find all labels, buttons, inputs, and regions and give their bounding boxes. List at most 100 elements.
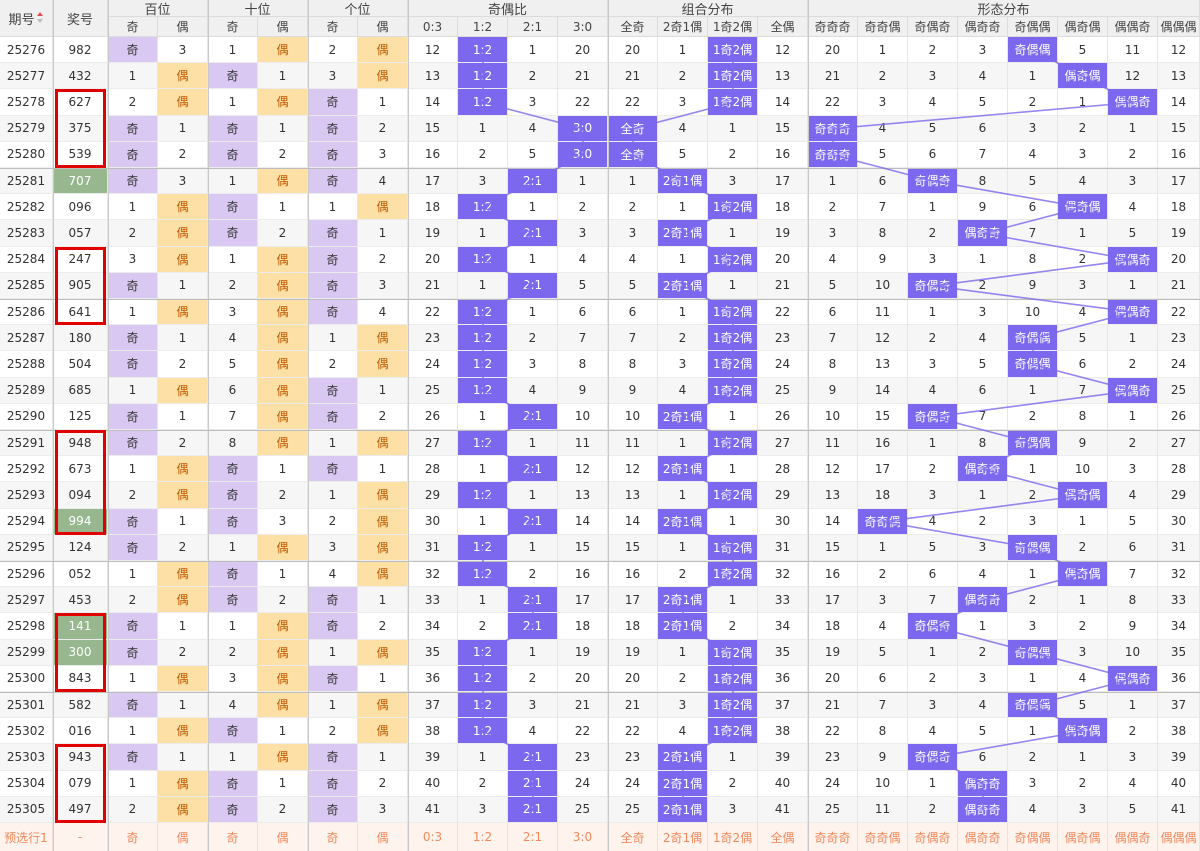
trend-cell: 奇 xyxy=(308,770,358,797)
prediction-option[interactable]: 偶偶偶 xyxy=(1158,823,1200,851)
trend-cell: 1 xyxy=(458,115,508,142)
prediction-option[interactable]: 全偶 xyxy=(758,823,808,851)
trend-cell: 4 xyxy=(908,89,958,116)
trend-cell: 1 xyxy=(1008,561,1058,588)
prediction-option[interactable]: 奇奇偶 xyxy=(858,823,908,851)
trend-cell: 40 xyxy=(1158,770,1200,797)
prediction-option[interactable]: 0:3 xyxy=(408,823,458,851)
trend-cell: 3 xyxy=(158,37,208,64)
trend-cell: 1 xyxy=(1108,115,1158,142)
trend-cell: 1 xyxy=(858,534,908,561)
trend-cell: 1 xyxy=(508,246,558,273)
prediction-option[interactable]: 偶奇偶 xyxy=(1058,823,1108,851)
prediction-option[interactable]: 偶 xyxy=(258,823,308,851)
trend-cell: 偶 xyxy=(358,482,408,509)
trend-cell: 4 xyxy=(658,718,708,745)
issue-cell: 25279 xyxy=(0,115,53,142)
prediction-option[interactable]: 偶奇奇 xyxy=(958,823,1008,851)
sub-header: 偶奇奇 xyxy=(958,17,1008,37)
trend-cell: 14 xyxy=(758,89,808,116)
trend-cell: 1 xyxy=(658,194,708,221)
trend-cell: 偶 xyxy=(158,587,208,614)
prediction-option[interactable]: 2奇1偶 xyxy=(658,823,708,851)
prediction-option[interactable]: 3:0 xyxy=(558,823,608,851)
trend-cell: 1 xyxy=(508,534,558,561)
trend-cell: 2 xyxy=(958,272,1008,299)
prediction-option[interactable]: 奇奇奇 xyxy=(808,823,858,851)
trend-cell: 3 xyxy=(1108,744,1158,771)
trend-cell: 5 xyxy=(1108,508,1158,535)
trend-cell: 1:2 xyxy=(458,718,508,745)
prediction-option[interactable]: 偶 xyxy=(358,823,408,851)
sub-header: 奇奇奇 xyxy=(808,17,858,37)
issue-cell: 25284 xyxy=(0,246,53,273)
trend-cell: 2 xyxy=(1108,141,1158,168)
prize-number-cell: 641 xyxy=(53,299,108,326)
prediction-option[interactable]: 偶 xyxy=(158,823,208,851)
trend-cell: 39 xyxy=(1158,744,1200,771)
issue-header[interactable]: 期号 xyxy=(0,0,53,37)
issue-cell: 25276 xyxy=(0,37,53,64)
row-group-line xyxy=(0,692,1200,693)
prediction-option[interactable]: 2:1 xyxy=(508,823,558,851)
prediction-option[interactable]: 奇偶偶 xyxy=(1008,823,1058,851)
trend-cell: 13 xyxy=(858,351,908,378)
trend-cell: 1 xyxy=(158,692,208,719)
trend-cell: 2:1 xyxy=(508,613,558,640)
prediction-option[interactable]: 1奇2偶 xyxy=(708,823,758,851)
trend-cell: 25 xyxy=(808,796,858,823)
trend-cell: 偶奇奇 xyxy=(958,220,1008,247)
trend-cell: 24 xyxy=(758,351,808,378)
trend-cell: 2 xyxy=(958,639,1008,666)
prediction-option[interactable]: 全奇 xyxy=(608,823,658,851)
prediction-option[interactable]: 奇 xyxy=(208,823,258,851)
issue-cell: 25295 xyxy=(0,534,53,561)
trend-cell: 10 xyxy=(808,403,858,430)
trend-cell: 18 xyxy=(858,482,908,509)
prediction-option[interactable]: 1:2 xyxy=(458,823,508,851)
trend-cell: 14 xyxy=(558,508,608,535)
trend-cell: 偶 xyxy=(158,194,208,221)
trend-cell: 偶偶奇 xyxy=(1108,665,1158,692)
trend-cell: 1 xyxy=(508,430,558,457)
trend-cell: 25 xyxy=(408,377,458,404)
trend-cell: 1 xyxy=(458,220,508,247)
trend-cell: 3 xyxy=(508,692,558,719)
trend-cell: 12 xyxy=(408,37,458,64)
prize-number-cell: 016 xyxy=(53,718,108,745)
sub-header: 2奇1偶 xyxy=(658,17,708,37)
sort-arrow-icon[interactable] xyxy=(36,12,44,24)
issue-cell: 25278 xyxy=(0,89,53,116)
sub-header: 偶 xyxy=(158,17,208,37)
prediction-option[interactable]: 奇偶奇 xyxy=(908,823,958,851)
prediction-option[interactable]: 奇 xyxy=(308,823,358,851)
group-header: 百位 xyxy=(108,0,208,17)
trend-cell: 3 xyxy=(608,220,658,247)
trend-cell: 20 xyxy=(1158,246,1200,273)
trend-cell: 偶 xyxy=(358,639,408,666)
trend-cell: 2奇1偶 xyxy=(658,770,708,797)
trend-cell: 26 xyxy=(758,403,808,430)
prize-number-cell: 673 xyxy=(53,456,108,483)
trend-cell: 2:1 xyxy=(508,770,558,797)
trend-cell: 34 xyxy=(1158,613,1200,640)
trend-cell: 1奇2偶 xyxy=(708,194,758,221)
trend-cell: 3 xyxy=(358,272,408,299)
trend-cell: 3 xyxy=(808,220,858,247)
trend-cell: 36 xyxy=(758,665,808,692)
prediction-option[interactable]: 偶偶奇 xyxy=(1108,823,1158,851)
trend-cell: 奇 xyxy=(208,220,258,247)
trend-cell: 奇 xyxy=(108,692,158,719)
trend-cell: 4 xyxy=(208,692,258,719)
trend-cell: 2 xyxy=(258,587,308,614)
trend-cell: 2奇1偶 xyxy=(658,613,708,640)
trend-cell: 17 xyxy=(408,168,458,195)
trend-cell: 1 xyxy=(658,482,708,509)
trend-cell: 36 xyxy=(408,665,458,692)
trend-cell: 3 xyxy=(858,587,908,614)
trend-cell: 16 xyxy=(608,561,658,588)
trend-cell: 2 xyxy=(258,482,308,509)
trend-cell: 2 xyxy=(1008,403,1058,430)
prediction-option[interactable]: 奇 xyxy=(108,823,158,851)
trend-cell: 7 xyxy=(1108,561,1158,588)
